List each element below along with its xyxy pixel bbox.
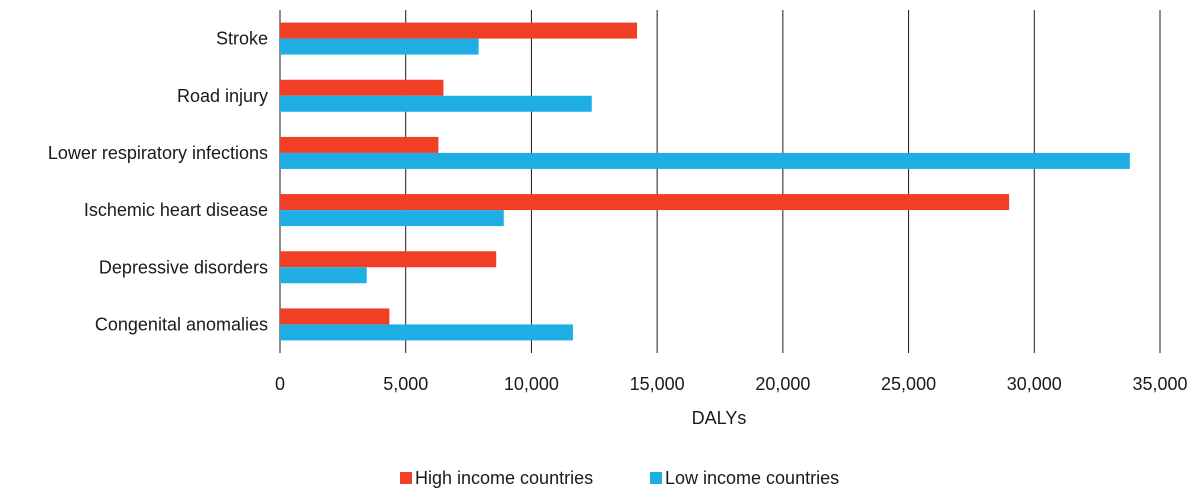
x-axis-title: DALYs [692, 408, 747, 428]
gridlines [279, 10, 1161, 353]
category-labels: Stroke Road injury Lower respiratory infec… [48, 29, 268, 335]
category-label: Depressive disorders [99, 257, 268, 277]
category-label: Congenital anomalies [95, 314, 268, 334]
x-tick-label: 20,000 [755, 374, 810, 394]
legend-swatch [400, 472, 412, 484]
category-label: Lower respiratory infections [48, 143, 268, 163]
legend-swatch [650, 472, 662, 484]
bar-low-income [280, 324, 573, 341]
category-label: Road injury [177, 86, 268, 106]
x-tick-label: 25,000 [881, 374, 936, 394]
bars [280, 22, 1130, 341]
bar-low-income [280, 210, 504, 227]
x-tick-label: 30,000 [1007, 374, 1062, 394]
bar-high-income [280, 308, 390, 325]
category-label: Ischemic heart disease [84, 200, 268, 220]
bar-high-income [280, 22, 638, 39]
x-tick-label: 15,000 [630, 374, 685, 394]
x-tick-labels: 0 5,000 10,000 15,000 20,000 25,000 30,000 35,0… [275, 374, 1188, 394]
bar-high-income [280, 136, 439, 153]
x-tick-label: 0 [275, 374, 285, 394]
bar-low-income [280, 152, 1130, 169]
legend-label: Low income countries [665, 468, 839, 488]
bar-low-income [280, 267, 367, 284]
category-label: Stroke [216, 29, 268, 49]
bar-high-income [280, 79, 444, 96]
x-tick-label: 10,000 [504, 374, 559, 394]
x-tick-label: 35,000 [1132, 374, 1187, 394]
bar-low-income [280, 95, 592, 112]
legend-label: High income countries [415, 468, 593, 488]
bar-high-income [280, 194, 1010, 211]
bar-low-income [280, 38, 479, 55]
x-tick-label: 5,000 [383, 374, 428, 394]
legend: High income countries Low income countrie… [400, 468, 839, 488]
bar-high-income [280, 251, 497, 268]
